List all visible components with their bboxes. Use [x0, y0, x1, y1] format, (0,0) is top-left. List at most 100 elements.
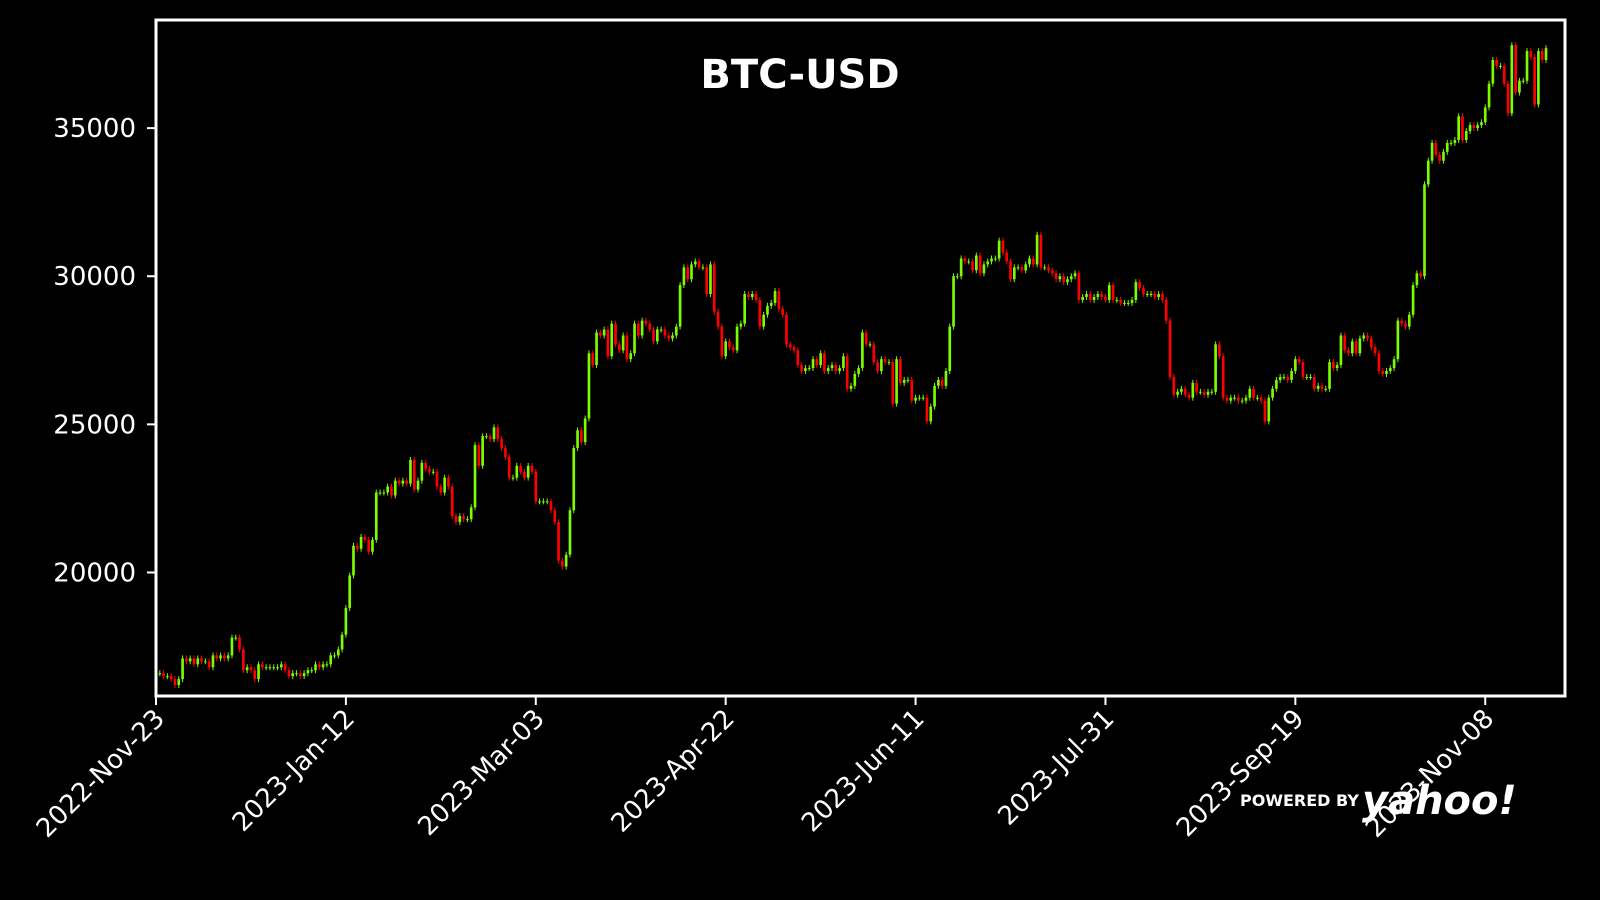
- candle-body: [1468, 125, 1472, 132]
- candle-body: [599, 332, 602, 336]
- candle-body: [1392, 359, 1396, 369]
- candle-body: [1385, 371, 1388, 374]
- candle-body: [553, 510, 557, 523]
- candle-body: [215, 655, 219, 659]
- candle-body: [496, 427, 500, 440]
- candle-body: [507, 456, 511, 478]
- candle-body: [1240, 400, 1244, 402]
- candle-body: [1180, 388, 1183, 392]
- candle-body: [750, 294, 754, 297]
- candle-body: [306, 670, 310, 674]
- candle-body: [485, 436, 488, 438]
- candle-body: [261, 664, 264, 668]
- candle-body: [990, 258, 993, 262]
- candle-body: [914, 397, 917, 401]
- candle-body: [1518, 80, 1521, 93]
- candle-body: [918, 397, 921, 399]
- candle-body: [1301, 362, 1305, 377]
- candle-body: [1525, 51, 1529, 81]
- candle-body: [492, 427, 496, 440]
- candle-body: [1388, 368, 1392, 372]
- candle-body: [1510, 45, 1514, 114]
- candle-body: [1354, 341, 1358, 354]
- candle-body: [523, 471, 526, 478]
- candle-body: [758, 299, 762, 327]
- candle-body: [1050, 270, 1054, 274]
- candle-body: [397, 480, 401, 484]
- candle-body: [162, 673, 165, 677]
- candle-body: [291, 673, 295, 677]
- candle-body: [986, 261, 990, 265]
- candle-body: [173, 679, 177, 686]
- candle-body: [663, 329, 667, 336]
- candle-body: [1214, 344, 1217, 392]
- candle-body: [1278, 376, 1282, 380]
- candle-body: [815, 359, 819, 366]
- candle-body: [933, 385, 936, 407]
- candle-body: [1320, 385, 1324, 389]
- candle-body: [443, 477, 446, 493]
- candle-body: [287, 670, 291, 677]
- candle-body: [724, 341, 728, 357]
- candle-body: [279, 664, 283, 668]
- candle-body: [1016, 267, 1020, 269]
- candle-body: [340, 634, 344, 650]
- candle-body: [447, 477, 450, 487]
- candle-body: [963, 258, 967, 262]
- candle-body: [762, 314, 765, 327]
- candle-body: [348, 575, 352, 609]
- candle-body: [344, 608, 348, 635]
- candle-body: [526, 465, 530, 478]
- candle-body: [466, 519, 469, 521]
- candle-body: [1047, 267, 1050, 271]
- candle-body: [636, 323, 640, 336]
- candle-body: [792, 347, 796, 351]
- candle-body: [644, 320, 648, 324]
- candle-body: [857, 368, 860, 374]
- candle-body: [431, 471, 435, 473]
- candle-body: [336, 649, 340, 656]
- candle-body: [583, 418, 587, 443]
- candle-body: [781, 308, 784, 315]
- candle-body: [580, 430, 583, 443]
- candle-body: [314, 664, 317, 671]
- candles: [156, 42, 1548, 689]
- candle-body: [462, 516, 465, 520]
- candle-body: [378, 492, 382, 494]
- candle-body: [310, 670, 314, 672]
- candle-body: [420, 462, 424, 481]
- candle-body: [1187, 394, 1191, 398]
- candle-body: [1020, 267, 1024, 271]
- candle-body: [1119, 299, 1122, 303]
- candle-body: [1483, 107, 1487, 123]
- candle-body: [1328, 362, 1331, 389]
- candle-body: [1005, 252, 1009, 262]
- candle-body: [1324, 388, 1328, 390]
- candle-body: [720, 326, 724, 357]
- candle-body: [967, 261, 971, 263]
- candle-body: [268, 667, 272, 669]
- candle-body: [1407, 314, 1411, 327]
- candle-body: [1043, 267, 1047, 269]
- candle-body: [412, 459, 416, 490]
- candle-body: [1161, 294, 1164, 300]
- candle-body: [1423, 184, 1426, 277]
- candle-body: [906, 379, 910, 381]
- candle-body: [880, 359, 883, 372]
- candle-body: [1529, 51, 1533, 58]
- candle-body: [1024, 264, 1028, 271]
- candle-body: [1358, 338, 1362, 354]
- candle-body: [359, 536, 363, 549]
- candle-body: [458, 516, 462, 523]
- candle-body: [424, 462, 427, 469]
- candle-body: [1350, 341, 1354, 354]
- candle-body: [773, 291, 777, 303]
- candle-body: [1521, 80, 1525, 82]
- candle-body: [849, 385, 853, 389]
- candle-body: [1115, 299, 1119, 301]
- candle-body: [1316, 385, 1320, 389]
- candle-body: [538, 501, 541, 503]
- candle-body: [686, 267, 690, 280]
- candle-body: [788, 344, 792, 348]
